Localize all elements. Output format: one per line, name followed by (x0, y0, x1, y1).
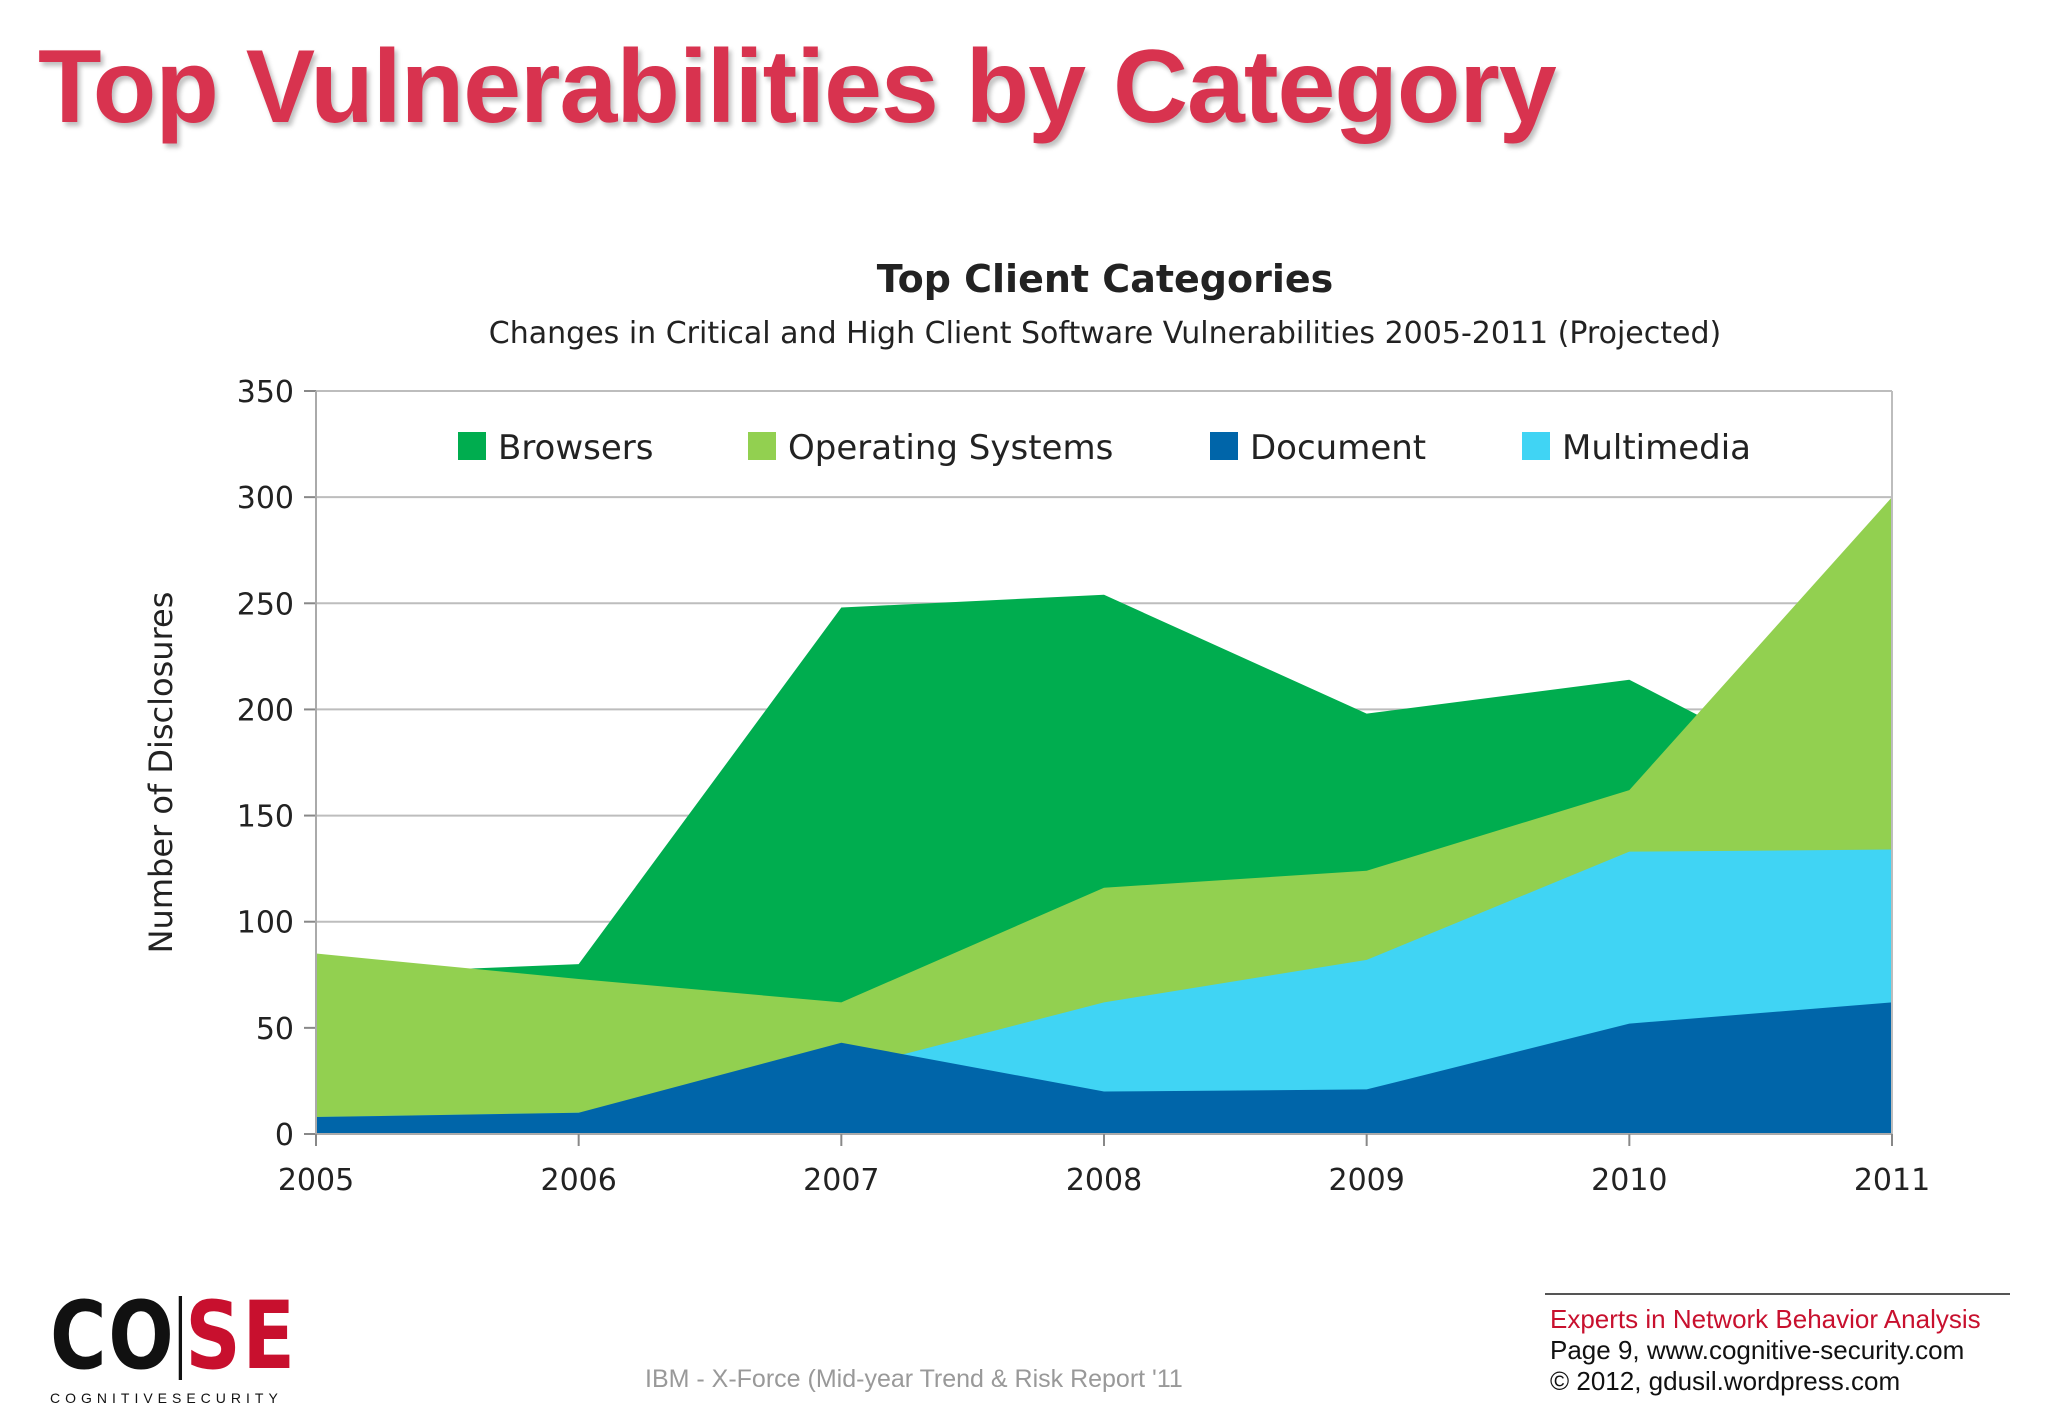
slide-title: Top Vulnerabilities by Category (38, 29, 1557, 145)
y-tick-label-200: 200 (237, 693, 294, 728)
y-tick-label-300: 300 (237, 481, 294, 516)
logo-mark: CO SE (50, 1290, 295, 1384)
legend-swatch-operating-systems (748, 432, 776, 460)
y-tick-label-150: 150 (237, 800, 294, 835)
x-tick-label-2009: 2009 (1328, 1163, 1404, 1198)
cose-logo: CO SE COGNITIVESECURITY (50, 1290, 295, 1407)
legend-label-operating-systems: Operating Systems (788, 428, 1113, 468)
legend-label-document: Document (1250, 428, 1426, 468)
x-tick-label-2005: 2005 (278, 1163, 354, 1198)
legend-item-operating-systems: Operating Systems (748, 428, 1113, 468)
footer-divider (1545, 1293, 2010, 1295)
y-tick-label-350: 350 (237, 375, 294, 410)
x-tick-label-2007: 2007 (803, 1163, 879, 1198)
legend-item-multimedia: Multimedia (1522, 428, 1751, 468)
x-tick-label-2006: 2006 (540, 1163, 616, 1198)
logo-right: SE (185, 1282, 297, 1391)
axes: 0 50 100 150 200 250 300 350 2005 2006 2007 2008 200… (237, 375, 1930, 1198)
footer: Experts in Network Behavior Analysis Pag… (1550, 1304, 1981, 1397)
y-tick-label-100: 100 (237, 906, 294, 941)
series-area-document (316, 1002, 1892, 1134)
source-note: IBM - X-Force (Mid-year Trend & Risk Rep… (645, 1365, 1183, 1393)
logo-divider (178, 1296, 182, 1380)
legend-swatch-document (1210, 432, 1238, 460)
logo-left: CO (50, 1282, 176, 1391)
footer-tagline: Experts in Network Behavior Analysis (1550, 1304, 1981, 1334)
legend-swatch-browsers (458, 432, 486, 460)
legend-item-browsers: Browsers (458, 428, 654, 468)
logo-subtitle: COGNITIVESECURITY (50, 1390, 283, 1406)
x-tick-label-2010: 2010 (1591, 1163, 1667, 1198)
x-tick-label-2011: 2011 (1854, 1163, 1930, 1198)
series-areas (316, 497, 1892, 1135)
legend: Browsers Operating Systems Document Multime… (458, 428, 1751, 468)
legend-label-browsers: Browsers (498, 428, 654, 468)
y-tick-label-0: 0 (275, 1118, 294, 1153)
legend-item-document: Document (1210, 428, 1426, 468)
chart-subtitle: Changes in Critical and High Client Soft… (489, 316, 1721, 351)
footer-page-line: Page 9, www.cognitive-security.com (1550, 1335, 1965, 1365)
y-tick-label-250: 250 (237, 587, 294, 622)
legend-swatch-multimedia (1522, 432, 1550, 460)
footer-copyright: © 2012, gdusil.wordpress.com (1550, 1366, 1901, 1396)
x-tick-label-2008: 2008 (1066, 1163, 1142, 1198)
legend-label-multimedia: Multimedia (1562, 428, 1751, 468)
y-axis-label: Number of Disclosures (142, 592, 180, 954)
y-tick-label-50: 50 (256, 1012, 294, 1047)
chart-title: Top Client Categories (877, 257, 1334, 301)
